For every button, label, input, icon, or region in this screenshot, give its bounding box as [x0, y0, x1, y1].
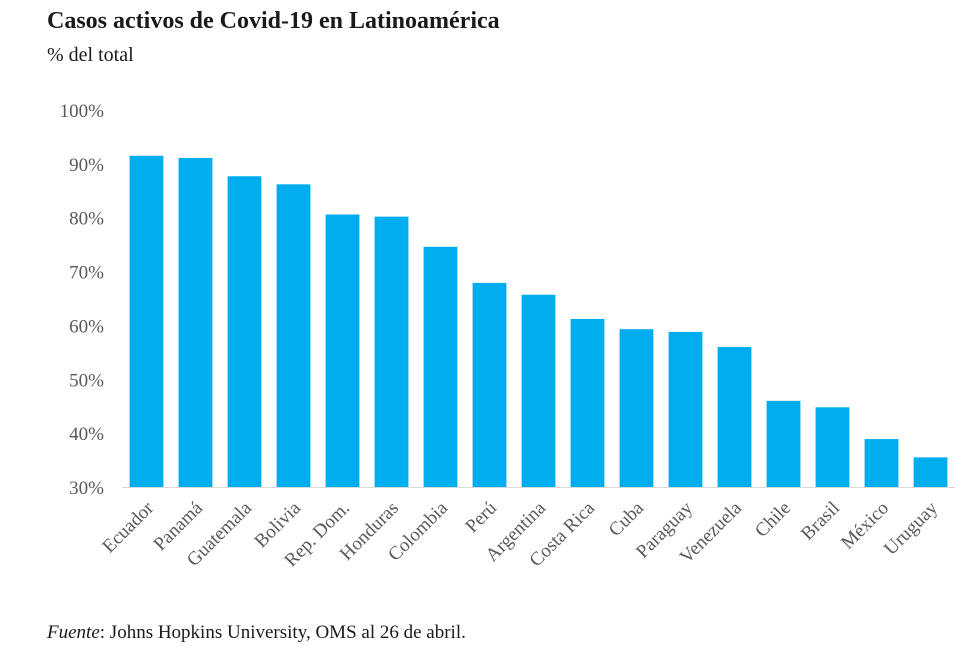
chart-title: Casos activos de Covid-19 en Latinoaméri… [47, 8, 500, 34]
bar-chart: 30% 40% 50% 60% 70% 80% 90% 100% EcuadorPanamáG… [60, 101, 955, 571]
bar-argentina [521, 294, 556, 487]
bar-perú [472, 282, 507, 487]
bar-cuba [619, 329, 654, 487]
bar-rep-dom- [325, 214, 360, 488]
y-tick-label: 90% [69, 155, 104, 176]
y-tick-label: 60% [69, 316, 104, 337]
chart-subtitle: % del total [47, 44, 134, 66]
y-tick-label: 40% [69, 424, 104, 445]
bar-brasil [815, 407, 850, 487]
y-axis: 30% 40% 50% 60% 70% 80% 90% 100% [60, 101, 105, 499]
bar-chile [766, 400, 801, 487]
x-tick-label: Chile [751, 498, 795, 542]
bar-paraguay [668, 331, 703, 487]
bar-honduras [374, 216, 409, 487]
y-tick-label: 30% [69, 478, 104, 499]
bar-guatemala [227, 176, 262, 487]
bar-uruguay [913, 457, 948, 487]
bar-venezuela [717, 346, 752, 487]
x-tick-label: Ecuador [98, 497, 158, 557]
x-tick-label: Uruguay [880, 497, 942, 559]
bar-panamá [178, 157, 213, 487]
bar-colombia [423, 246, 458, 487]
source-text: Johns Hopkins University, OMS al 26 de a… [105, 622, 466, 643]
x-tick-label: Cuba [605, 497, 649, 541]
bar-ecuador [129, 155, 164, 487]
y-tick-label: 100% [60, 101, 105, 122]
bar-costa-rica [570, 318, 605, 487]
y-tick-label: 70% [69, 263, 104, 284]
bar-bolivia [276, 184, 311, 487]
source-note: Fuente: Johns Hopkins University, OMS al… [47, 622, 466, 644]
source-label: Fuente [47, 622, 100, 643]
x-tick-label: Perú [462, 497, 502, 537]
source-separator: : [99, 622, 106, 643]
bar-méxico [864, 439, 899, 487]
bars [129, 155, 948, 488]
y-tick-label: 80% [69, 209, 104, 230]
y-tick-label: 50% [69, 370, 104, 391]
